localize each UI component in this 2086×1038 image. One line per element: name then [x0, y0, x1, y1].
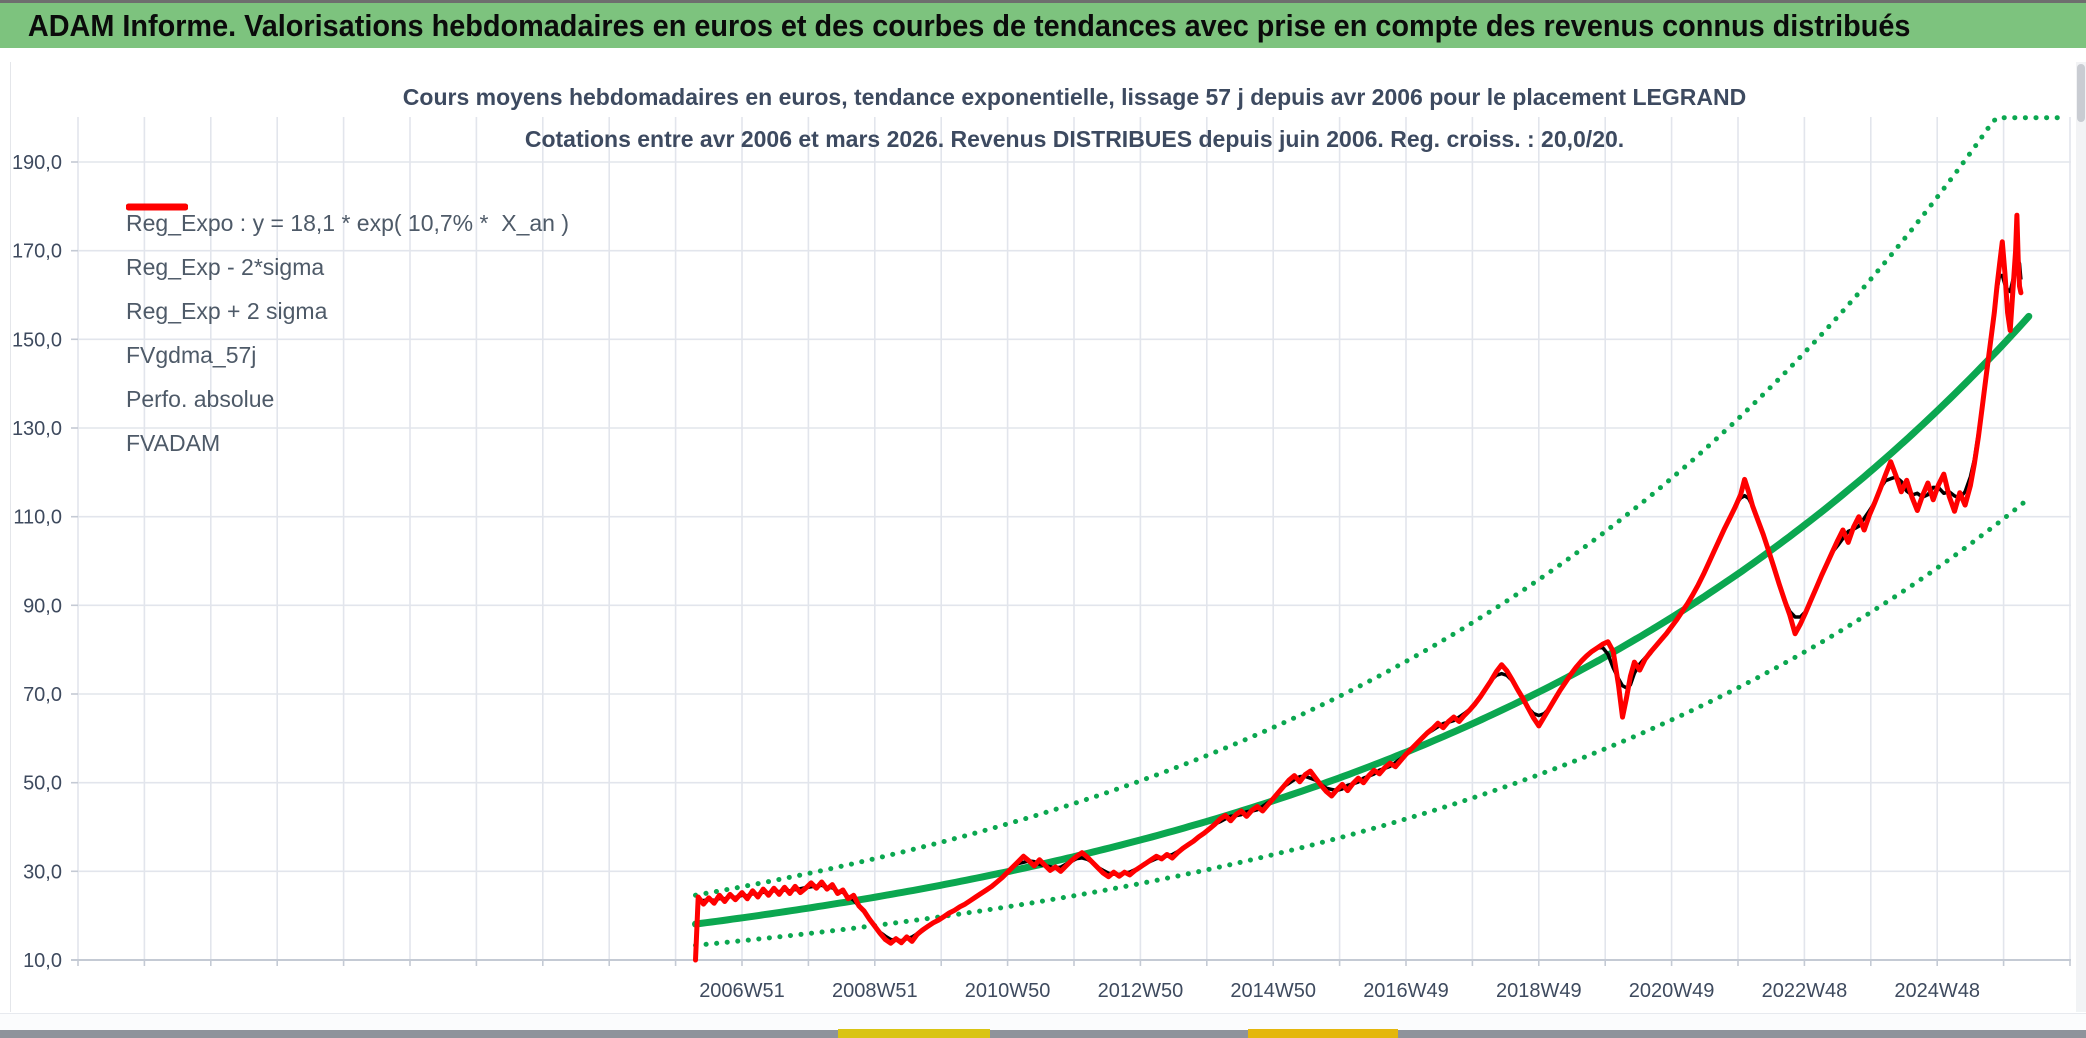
vertical-scrollbar-thumb[interactable]	[2077, 64, 2085, 122]
window-top-border	[0, 0, 2086, 3]
series-reg-expo	[692, 312, 2033, 928]
legend-item-2[interactable]: Reg_Exp + 2 sigma	[126, 204, 569, 333]
legend-label: Reg_Expo : y = 18,1 * exp( 10,7% * X_an …	[126, 209, 570, 236]
legend-item-4[interactable]: Perfo. absolue	[126, 205, 569, 421]
series-reg-exp-plus-2sigma	[693, 115, 2064, 898]
chart-legend: Reg_Expo : y = 18,1 * exp( 10,7% * X_an …	[126, 201, 569, 465]
banner-title: ADAM Informe. Valorisations hebdomadaire…	[27, 7, 1911, 43]
x-axis-label: 2012W50	[1098, 980, 1184, 1002]
y-axis-label: 50,0	[23, 773, 62, 795]
x-axis-label: 2006W51	[699, 980, 785, 1002]
legend-item-5[interactable]: FVADAM	[126, 203, 569, 465]
series-reg-exp-minus-2sigma	[693, 496, 2032, 948]
y-axis-label: 110,0	[13, 507, 62, 529]
y-axis-label: 130,0	[12, 418, 62, 440]
legend-label: FVADAM	[126, 429, 221, 456]
x-axis-label: 2014W50	[1230, 980, 1316, 1002]
sheet-left-border	[10, 62, 11, 1012]
series-fvgdma-57j	[697, 258, 2023, 943]
series-perfo-absolue	[694, 215, 2023, 962]
legend-label: Perfo. absolue	[126, 385, 275, 412]
y-axis-label: 30,0	[23, 861, 62, 883]
legend-label: Reg_Exp + 2 sigma	[126, 297, 328, 324]
legend-item-0[interactable]: Reg_Expo : y = 18,1 * exp( 10,7% * X_an …	[126, 201, 569, 245]
x-axis-label: 2018W49	[1496, 980, 1582, 1002]
legend-item-1[interactable]: Reg_Exp - 2*sigma	[126, 204, 569, 289]
bottom-status-strip	[0, 1029, 2086, 1038]
yellow-strip-right	[1248, 1029, 1398, 1038]
y-axis-label: 10,0	[23, 950, 62, 972]
legend-label: Reg_Exp - 2*sigma	[126, 253, 325, 280]
legend-marker-icon	[126, 203, 188, 211]
y-axis-label: 70,0	[23, 684, 62, 706]
y-axis-label: 190,0	[12, 152, 62, 174]
x-axis-label: 2020W49	[1629, 980, 1715, 1002]
x-axis-label: 2022W48	[1762, 980, 1848, 1002]
yellow-strip-left	[838, 1029, 990, 1038]
header-banner: ADAM Informe. Valorisations hebdomadaire…	[0, 3, 2086, 48]
x-axis-label: 2016W49	[1363, 980, 1449, 1002]
series-fvadam	[693, 212, 2024, 963]
y-axis-label: 90,0	[23, 595, 62, 617]
y-axis-label: 170,0	[12, 241, 62, 263]
legend-item-3[interactable]: FVgdma_57j	[126, 205, 569, 377]
x-axis-label: 2024W48	[1894, 980, 1980, 1002]
x-axis-label: 2010W50	[965, 980, 1051, 1002]
vertical-scrollbar-track[interactable]	[2076, 62, 2086, 1012]
chart-title-line2: Cotations entre avr 2006 et mars 2026. R…	[524, 126, 1625, 152]
x-axis-label: 2008W51	[832, 980, 918, 1002]
chart-title-line1: Cours moyens hebdomadaires en euros, ten…	[402, 84, 1747, 110]
y-axis-label: 150,0	[12, 329, 62, 351]
legend-label: FVgdma_57j	[126, 341, 257, 368]
